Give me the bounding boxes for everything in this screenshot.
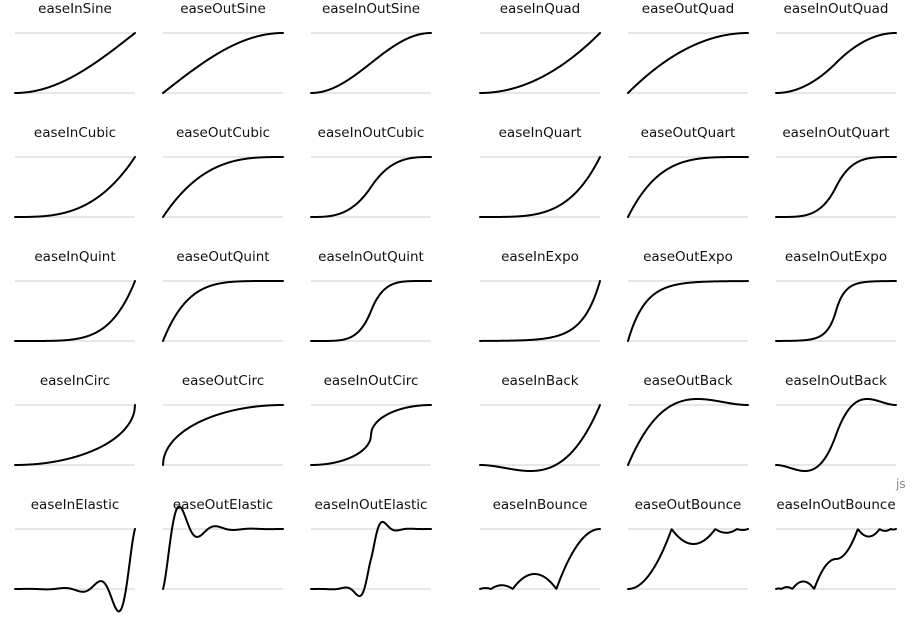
cell-easeInQuad: easeInQuad: [479, 1, 601, 94]
curve-easeOutBounce: [627, 528, 749, 590]
curve-easeInBounce: [479, 528, 601, 590]
cell-easeInOutQuint: easeInOutQuint: [310, 249, 432, 342]
cell-title: easeInOutElastic: [315, 497, 428, 513]
curve-easeOutQuart: [627, 156, 749, 218]
cell-title: easeInBack: [501, 373, 578, 389]
cell-easeOutQuart: easeOutQuart: [627, 125, 749, 218]
cell-title: easeOutBounce: [635, 497, 742, 513]
curve-easeInOutCirc: [310, 404, 432, 466]
curve-easeInOutElastic: [310, 520, 432, 598]
cell-title: easeInOutQuint: [318, 249, 424, 265]
cell-easeOutCirc: easeOutCirc: [162, 373, 284, 466]
cell-easeInOutQuad: easeInOutQuad: [775, 1, 897, 94]
curve-easeInOutQuint: [310, 280, 432, 342]
cell-title: easeInSine: [38, 1, 112, 17]
cell-easeInOutBounce: easeInOutBounce: [775, 497, 897, 590]
curve-easeInElastic: [14, 528, 136, 613]
cell-title: easeInOutBounce: [776, 497, 895, 513]
curve-easeOutElastic: [162, 505, 284, 590]
cell-easeInBounce: easeInBounce: [479, 497, 601, 590]
cell-title: easeOutSine: [180, 1, 266, 17]
cell-easeInCirc: easeInCirc: [14, 373, 136, 466]
cell-title: easeOutCirc: [182, 373, 264, 389]
cell-title: easeInOutQuart: [782, 125, 889, 141]
cell-title: easeInCirc: [40, 373, 110, 389]
curve-easeInQuad: [479, 32, 601, 94]
cell-easeOutQuint: easeOutQuint: [162, 249, 284, 342]
curve-easeInOutBounce: [775, 528, 897, 590]
cell-easeOutSine: easeOutSine: [162, 1, 284, 94]
cell-title: easeInOutCirc: [324, 373, 419, 389]
curve-easeInCirc: [14, 404, 136, 466]
cell-title: easeOutQuad: [642, 1, 734, 17]
cell-title: easeInElastic: [31, 497, 120, 513]
cell-title: easeInOutQuad: [784, 1, 889, 17]
curve-easeInOutQuart: [775, 156, 897, 218]
curve-easeInQuart: [479, 156, 601, 218]
curve-easeInCubic: [14, 156, 136, 218]
curve-easeOutExpo: [627, 280, 749, 342]
cell-title: easeOutQuart: [641, 125, 736, 141]
curve-easeOutQuint: [162, 280, 284, 342]
cell-easeOutCubic: easeOutCubic: [162, 125, 284, 218]
cell-easeOutBack: easeOutBack: [627, 373, 749, 466]
cell-easeInSine: easeInSine: [14, 1, 136, 94]
cell-easeInCubic: easeInCubic: [14, 125, 136, 218]
curve-easeOutBack: [627, 398, 749, 466]
curve-easeOutQuad: [627, 32, 749, 94]
cell-easeInQuart: easeInQuart: [479, 125, 601, 218]
curve-easeOutCubic: [162, 156, 284, 218]
cell-easeInQuint: easeInQuint: [14, 249, 136, 342]
curve-easeInOutQuad: [775, 32, 897, 94]
cell-easeOutElastic: easeOutElastic: [162, 497, 284, 590]
cell-easeOutExpo: easeOutExpo: [627, 249, 749, 342]
cell-title: easeInOutExpo: [785, 249, 887, 265]
cell-title: easeInExpo: [501, 249, 579, 265]
curve-easeInBack: [479, 404, 601, 472]
cell-easeInBack: easeInBack: [479, 373, 601, 472]
curve-easeInOutExpo: [775, 280, 897, 342]
cell-easeInOutCirc: easeInOutCirc: [310, 373, 432, 466]
curve-easeInSine: [14, 32, 136, 94]
curve-easeInExpo: [479, 280, 601, 342]
cell-easeInOutQuart: easeInOutQuart: [775, 125, 897, 218]
cell-easeInElastic: easeInElastic: [14, 497, 136, 613]
cell-title: easeOutExpo: [643, 249, 733, 265]
curve-easeInQuint: [14, 280, 136, 342]
cell-easeInOutBack: easeInOutBack: [775, 373, 897, 473]
cell-easeInOutSine: easeInOutSine: [310, 1, 432, 94]
cell-title: easeInOutBack: [785, 373, 887, 389]
curve-easeInOutSine: [310, 32, 432, 94]
cell-title: easeInCubic: [34, 125, 116, 141]
cell-easeInOutExpo: easeInOutExpo: [775, 249, 897, 342]
cell-easeInOutElastic: easeInOutElastic: [310, 497, 432, 598]
cell-title: easeInQuint: [34, 249, 115, 265]
curve-easeOutCirc: [162, 404, 284, 466]
curve-easeInOutBack: [775, 397, 897, 473]
curve-easeOutSine: [162, 32, 284, 94]
curve-easeInOutCubic: [310, 156, 432, 218]
cell-title: easeOutCubic: [176, 125, 270, 141]
corner-label: js: [896, 477, 906, 491]
cell-title: easeInQuart: [499, 125, 582, 141]
cell-title: easeInBounce: [493, 497, 588, 513]
cell-easeOutBounce: easeOutBounce: [627, 497, 749, 590]
cell-easeOutQuad: easeOutQuad: [627, 1, 749, 94]
cell-title: easeOutBack: [643, 373, 732, 389]
cell-title: easeInQuad: [500, 1, 580, 17]
cell-easeInExpo: easeInExpo: [479, 249, 601, 342]
cell-title: easeOutElastic: [173, 497, 273, 513]
cell-title: easeInOutSine: [322, 1, 420, 17]
cell-title: easeOutQuint: [176, 249, 269, 265]
cell-title: easeInOutCubic: [318, 125, 425, 141]
cell-easeInOutCubic: easeInOutCubic: [310, 125, 432, 218]
